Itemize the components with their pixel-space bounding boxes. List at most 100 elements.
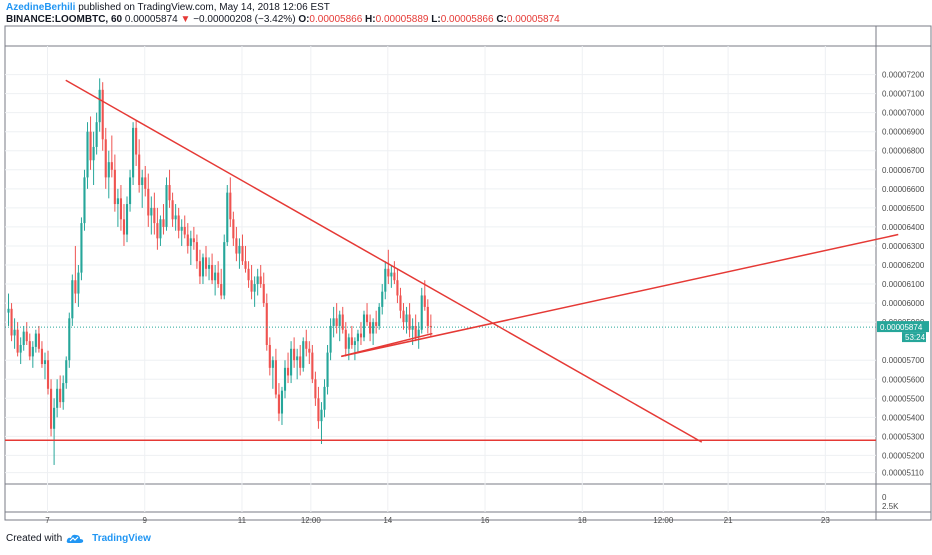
candle-body: [110, 162, 113, 170]
candle-body: [390, 272, 393, 277]
candle-body: [323, 386, 326, 410]
time-tick-label: 23: [821, 516, 830, 525]
candle-body: [211, 265, 214, 281]
candle-body: [37, 333, 40, 349]
candle-body: [232, 219, 235, 239]
candle-body: [10, 308, 13, 336]
candle-body: [296, 356, 299, 361]
candle-body: [356, 333, 359, 342]
price-tick-label: 0.00007200: [882, 71, 925, 80]
candle-body: [186, 234, 189, 246]
candle-body: [201, 257, 205, 277]
candle-body: [125, 204, 129, 235]
descending-trendline[interactable]: [65, 79, 703, 443]
candle-body: [165, 185, 168, 227]
candle-body: [174, 215, 177, 220]
price-tick-label: 0.00005300: [882, 432, 925, 441]
high-label: H:: [365, 14, 376, 25]
time-tick-label: 21: [724, 516, 733, 525]
symbol-label[interactable]: BINANCE:LOOMBTC, 60: [6, 14, 123, 25]
candle-body: [274, 360, 277, 395]
candle-body: [280, 390, 284, 414]
candle-body: [13, 329, 16, 336]
chart-header: AzedineBerhili published on TradingView.…: [6, 2, 560, 26]
low-value: 0.00005866: [440, 14, 494, 25]
candle-body: [80, 223, 83, 273]
price-tick-label: 0.00006800: [882, 147, 925, 156]
candle-body: [256, 276, 259, 285]
candle-body: [141, 177, 144, 186]
volume-tick-max: 2.5K: [882, 502, 899, 511]
candle-body: [46, 360, 50, 389]
candle-body: [19, 344, 22, 353]
candle-body: [217, 272, 220, 285]
price-tick-label: 0.00005400: [882, 413, 925, 422]
candle-body: [204, 257, 208, 269]
candle-body: [408, 314, 411, 330]
candle-body: [226, 192, 229, 243]
candle-body: [31, 346, 34, 357]
candle-body: [86, 131, 89, 178]
tradingview-cloud-icon: [66, 534, 84, 543]
candle-body: [122, 219, 126, 235]
time-tick-label: 9: [143, 516, 148, 525]
candle-body: [241, 245, 244, 262]
candle-body: [28, 341, 31, 357]
candle-body: [387, 268, 390, 277]
candle-body: [344, 329, 347, 349]
author-link[interactable]: AzedineBerhili: [6, 2, 76, 13]
time-tick-label: 11: [238, 516, 247, 525]
candle-body: [43, 360, 47, 365]
candle-body: [56, 388, 59, 408]
candle-body: [107, 162, 110, 178]
price-tick-label: 0.00007100: [882, 90, 925, 99]
candle-body: [207, 265, 211, 269]
candle-body: [326, 352, 329, 387]
candle-body: [299, 356, 302, 368]
open-label: O:: [298, 14, 310, 25]
candle-body: [223, 242, 226, 296]
candle-body: [65, 360, 68, 384]
candle-body: [192, 238, 195, 243]
price-tick-label: 0.00005200: [882, 451, 925, 460]
candle-body: [159, 219, 162, 239]
candle-body: [372, 322, 375, 334]
candle-body: [132, 127, 135, 178]
candle-body: [153, 207, 156, 224]
candle-body: [71, 280, 74, 319]
volume-tick-zero: 0: [882, 493, 887, 502]
candle-body: [150, 207, 153, 216]
candle-body: [429, 325, 432, 328]
candle-body: [177, 215, 180, 231]
candle-body: [77, 272, 80, 294]
price-tick-label: 0.00005500: [882, 394, 925, 403]
tradingview-brand[interactable]: TradingView: [92, 533, 151, 544]
candle-body: [198, 261, 202, 277]
ascending-trendline[interactable]: [341, 233, 899, 358]
candle-body: [405, 314, 408, 323]
wedge-lower-trendline[interactable]: [341, 332, 433, 358]
candle-body: [244, 261, 247, 269]
candle-body: [317, 398, 320, 422]
candle-body: [183, 226, 186, 235]
price-tick-label: 0.00006000: [882, 299, 925, 308]
candle-body: [144, 177, 147, 189]
candle-body: [7, 308, 10, 313]
candle-body: [92, 146, 95, 161]
candle-body: [104, 139, 107, 178]
candle-body: [59, 388, 62, 403]
candle-body: [350, 337, 353, 345]
candle-body: [101, 89, 104, 140]
candle-body: [353, 341, 356, 345]
candle-body: [189, 238, 192, 246]
price-tick-label: 0.00006400: [882, 223, 925, 232]
candle-body: [423, 295, 426, 307]
candle-body: [384, 268, 387, 292]
candle-body: [98, 89, 101, 123]
candle-body: [362, 314, 366, 338]
chart-frame: [4, 25, 932, 521]
candle-body: [156, 223, 159, 239]
candle-body: [253, 284, 256, 292]
